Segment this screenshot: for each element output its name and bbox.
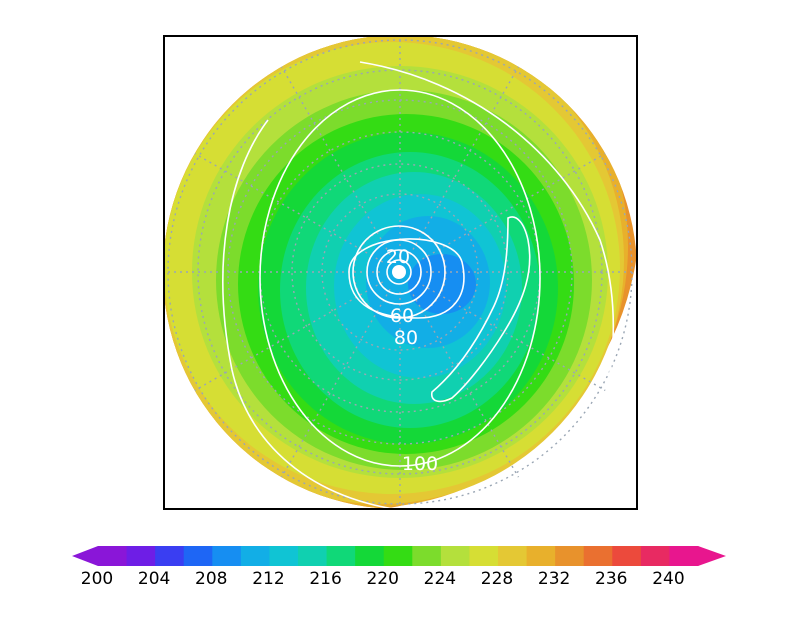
map-frame <box>163 35 638 510</box>
contour-label-80: 80 <box>394 327 418 349</box>
colorbar-bin-206 <box>183 546 213 566</box>
colorbar-bin-228 <box>498 546 528 566</box>
colorbar-tick-label-216: 216 <box>309 569 341 589</box>
colorbar-bin-202 <box>126 546 156 566</box>
colorbar <box>72 546 726 566</box>
colorbar-tick-label-240: 240 <box>652 569 684 589</box>
colorbar-tick-label-204: 204 <box>138 569 170 589</box>
latitude-circle <box>291 163 509 381</box>
colorbar-over-arrow <box>698 546 726 566</box>
colorbar-bin-204 <box>155 546 185 566</box>
contour-lines <box>222 61 615 509</box>
colorbar-bin-214 <box>298 546 328 566</box>
colorbar-tick-label-208: 208 <box>195 569 227 589</box>
pole-marker <box>392 265 406 279</box>
colorbar-bin-222 <box>412 546 442 566</box>
colorbar-bin-240 <box>669 546 699 566</box>
colorbar-bin-230 <box>526 546 556 566</box>
colorbar-bin-234 <box>583 546 613 566</box>
contour-80 <box>348 238 465 319</box>
colorbar-tick-label-228: 228 <box>481 569 513 589</box>
colorbar-bin-212 <box>269 546 299 566</box>
colorbar-bin-226 <box>469 546 499 566</box>
colorbar-under-arrow <box>72 546 98 566</box>
colorbar-tick-label-236: 236 <box>595 569 627 589</box>
temperature-field <box>164 36 637 509</box>
colorbar-bin-218 <box>355 546 385 566</box>
contour-100 <box>259 89 541 467</box>
contour-20 <box>376 249 422 295</box>
colorbar-bin-210 <box>240 546 270 566</box>
contour-label-100: 100 <box>402 453 438 475</box>
contour-120 <box>222 119 421 509</box>
colorbar-bin-224 <box>440 546 470 566</box>
colorbar-bin-236 <box>612 546 642 566</box>
colorbar-tick-label-232: 232 <box>538 569 570 589</box>
contour-60 <box>352 225 446 319</box>
colorbar-tick-label-224: 224 <box>424 569 456 589</box>
colorbar-tick-labels: 200 204 208 212 216 220 224 228 232 236 240 <box>81 569 685 589</box>
contour-120-east <box>359 61 615 441</box>
colorbar-tick-label-200: 200 <box>81 569 113 589</box>
contour-label-60: 60 <box>390 305 414 327</box>
colorbar-bin-208 <box>212 546 242 566</box>
contour-labels: 20 60 80 100 <box>386 246 438 475</box>
contour-label-20: 20 <box>386 246 410 268</box>
colorbar-bin-200 <box>98 546 128 566</box>
contour-80-lobe <box>430 216 531 403</box>
colorbar-tick-label-220: 220 <box>366 569 398 589</box>
colorbar-bin-238 <box>640 546 670 566</box>
colorbar-tick-label-212: 212 <box>252 569 284 589</box>
colorbar-bin-216 <box>326 546 356 566</box>
colorbar-bin-232 <box>555 546 585 566</box>
contour-10 <box>386 259 412 285</box>
colorbar-bin-220 <box>383 546 413 566</box>
latitude-circle <box>321 193 479 351</box>
